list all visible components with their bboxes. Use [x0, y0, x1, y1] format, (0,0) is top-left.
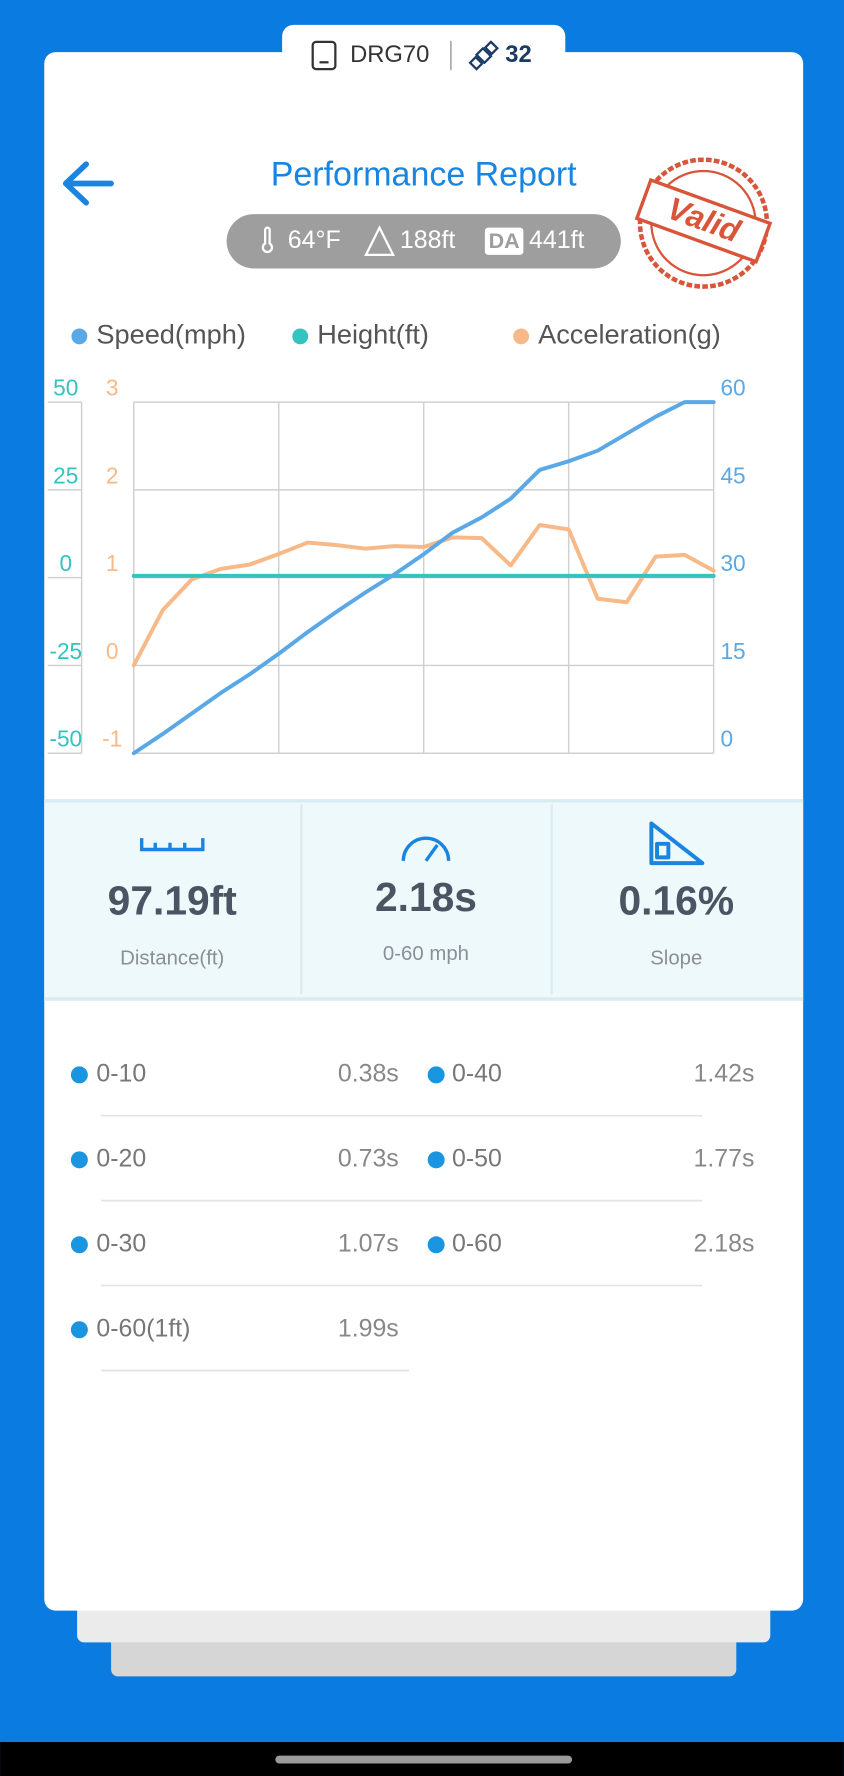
split-bullet — [427, 1236, 445, 1254]
y2-tick-label: 0 — [720, 726, 733, 752]
y3-tick-label: 50 — [53, 375, 78, 401]
ruler-icon — [139, 838, 205, 852]
stat-label: Distance(ft) — [120, 948, 224, 970]
satellite-count: 32 — [505, 41, 531, 68]
split-bullet — [427, 1151, 445, 1169]
y-tick-label: -1 — [102, 726, 122, 752]
satellite-icon — [468, 40, 499, 71]
y3-tick-label: -50 — [49, 726, 82, 752]
thermometer-icon — [261, 226, 274, 254]
valid-stamp: Valid — [634, 157, 773, 289]
split-label: 0-20 — [96, 1144, 146, 1172]
split-time: 1.42s — [693, 1059, 754, 1087]
back-button[interactable] — [62, 161, 114, 206]
device-icon — [311, 40, 337, 71]
split-bullet — [70, 1066, 88, 1084]
da-label: DA — [489, 229, 520, 253]
legend-label: Acceleration(g) — [538, 319, 721, 350]
conditions-pill — [226, 214, 621, 269]
mountain-icon — [364, 225, 395, 256]
y-tick-label: 3 — [106, 375, 119, 401]
legend-marker — [513, 328, 530, 345]
home-indicator — [275, 1755, 573, 1764]
stat-label: Slope — [650, 948, 702, 970]
split-time: 2.18s — [693, 1229, 754, 1257]
y2-tick-label: 15 — [720, 638, 745, 664]
split-bullet — [70, 1151, 88, 1169]
split-label: 0-40 — [452, 1059, 502, 1087]
y3-tick-label: -25 — [49, 638, 82, 664]
temperature: 64°F — [288, 226, 341, 254]
splits: 0-10 0.38s 0-20 0.73s 0-30 1.07s 0-60(1ft) 1.99… — [70, 1059, 754, 1372]
split-label: 0-50 — [452, 1144, 502, 1172]
device-name: DRG70 — [350, 41, 429, 68]
split-time: 1.07s — [338, 1229, 399, 1257]
split-time: 0.73s — [338, 1144, 399, 1172]
y2-tick-label: 60 — [720, 375, 745, 401]
y2-tick-label: 45 — [720, 462, 745, 488]
slope-icon — [649, 821, 705, 866]
device-pill[interactable] — [282, 24, 566, 87]
y2-tick-label: 30 — [720, 550, 745, 576]
stat-value: 97.19ft — [108, 878, 238, 924]
stats: 97.19ft Distance(ft) 2.18s 0-60 mph 0.16% Slo… — [108, 874, 734, 970]
split-label: 0-60(1ft) — [96, 1314, 190, 1342]
split-bullet — [70, 1236, 88, 1254]
stat-value: 2.18s — [375, 874, 477, 920]
legend-marker — [71, 328, 88, 345]
split-label: 0-10 — [96, 1059, 146, 1087]
y3-tick-label: 25 — [53, 462, 78, 488]
legend-label: Height(ft) — [317, 319, 429, 350]
split-time: 0.38s — [338, 1059, 399, 1087]
y-tick-label: 1 — [106, 550, 119, 576]
legend-marker — [292, 328, 309, 345]
series-line — [131, 400, 716, 756]
split-label: 0-60 — [452, 1229, 502, 1257]
stat-value: 0.16% — [618, 878, 734, 924]
y3-tick-label: 0 — [59, 550, 72, 576]
gauge-icon — [424, 843, 439, 862]
split-bullet — [70, 1321, 88, 1339]
page-title: Performance Report — [271, 156, 577, 194]
density-altitude: 441ft — [529, 226, 584, 254]
y-tick-label: 0 — [106, 638, 119, 664]
altitude: 188ft — [400, 226, 455, 254]
da-badge — [484, 227, 524, 255]
chart: Speed(mph) Height(ft) Acceleration(g) -1 0 1 2… — [47, 319, 746, 756]
y-tick-label: 2 — [106, 462, 119, 488]
stats-band — [44, 799, 804, 1001]
series-line — [131, 523, 716, 668]
split-time: 1.77s — [693, 1144, 754, 1172]
gauge-icon — [401, 836, 451, 861]
split-label: 0-30 — [96, 1229, 146, 1257]
split-bullet — [427, 1066, 445, 1084]
stat-label: 0-60 mph — [383, 943, 469, 965]
legend-label: Speed(mph) — [96, 319, 246, 350]
split-time: 1.99s — [338, 1314, 399, 1342]
